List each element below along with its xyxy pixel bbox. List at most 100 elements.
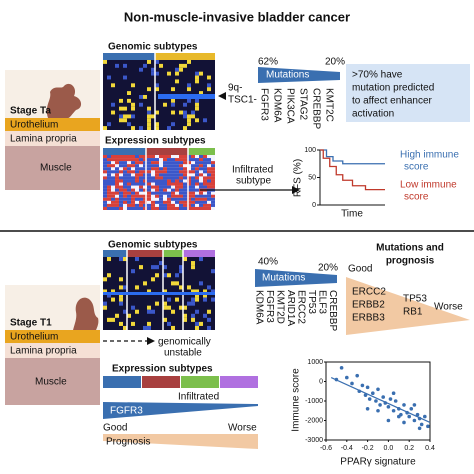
- heatmap-cell: [207, 185, 211, 189]
- heatmap-cell: [147, 289, 151, 294]
- gene: KMT2C: [323, 88, 334, 122]
- heatmap-cell: [183, 188, 187, 192]
- heatmap-cell: [123, 309, 127, 314]
- mutation-bar: [258, 67, 340, 83]
- point: [374, 399, 378, 403]
- heatmap-cell: [179, 265, 183, 270]
- heatmap-cell: [183, 158, 187, 162]
- heatmap-cell: [155, 301, 159, 306]
- heatmap-cell: [167, 176, 171, 180]
- prognosis-wedge: [346, 277, 470, 335]
- heatmap-cell: [139, 170, 143, 174]
- heatmap-cell: [107, 191, 111, 195]
- heatmap-cell: [131, 203, 135, 207]
- heatmap-cell: [179, 305, 183, 310]
- heatmap-cell: [155, 206, 159, 210]
- heatmap-cell: [167, 126, 171, 130]
- heatmap-cell: [151, 191, 155, 195]
- heatmap-cell: [139, 265, 143, 270]
- heatmap-cell: [207, 170, 211, 174]
- heatmap-cell: [199, 91, 203, 95]
- heatmap-cell: [175, 161, 179, 165]
- heatmap-cell: [131, 83, 135, 88]
- heatmap-cell: [191, 197, 195, 201]
- heatmap-cell: [203, 182, 207, 186]
- heatmap-cell: [167, 155, 171, 159]
- heatmap-cell: [119, 293, 123, 298]
- heatmap-cell: [159, 155, 163, 159]
- y-tick-label: 50: [308, 174, 316, 181]
- note-box: [346, 64, 470, 122]
- heatmap-cell: [127, 155, 131, 159]
- heatmap-cell: [123, 164, 127, 168]
- heatmap-cell: [123, 114, 127, 119]
- heatmap-cell: [167, 170, 171, 174]
- heatmap-cell: [195, 173, 199, 177]
- heatmap-cell: [143, 167, 147, 171]
- heatmap-cell: [151, 155, 155, 159]
- heatmap-cell: [127, 164, 131, 168]
- heatmap-cell: [175, 173, 179, 177]
- heatmap-cell: [123, 185, 127, 189]
- heatmap-cell: [179, 164, 183, 168]
- heatmap-cell: [203, 155, 207, 159]
- heatmap-cell: [155, 188, 159, 192]
- legend-label: High immune: [400, 150, 459, 161]
- x-axis-label: Time: [341, 209, 363, 220]
- layer-label: Muscle: [40, 163, 72, 174]
- heatmap-cell: [131, 206, 135, 210]
- point: [365, 385, 370, 390]
- heatmap-cell: [147, 197, 151, 201]
- heatmap-cell: [135, 257, 139, 262]
- heatmap-cell: [179, 269, 183, 274]
- heatmap-cell: [127, 122, 131, 127]
- heatmap-cell: [115, 182, 119, 186]
- heatmap-cell: [207, 173, 211, 177]
- subtype: [103, 376, 141, 388]
- heatmap-cell: [195, 75, 199, 80]
- heatmap-cell: [115, 313, 119, 318]
- heatmap-cell: [163, 191, 167, 195]
- heatmap-cell: [191, 297, 195, 302]
- heatmap-cell: [107, 257, 111, 262]
- heatmap-cell: [179, 67, 183, 72]
- heatmap-cell: [199, 185, 203, 189]
- point: [419, 422, 424, 427]
- heatmap-cell: [191, 176, 195, 180]
- heatmap-cell: [123, 173, 127, 177]
- heatmap-cell: [143, 95, 147, 99]
- heatmap-cell: [147, 170, 151, 174]
- heatmap-cell: [103, 197, 107, 201]
- heatmap-cell: [183, 182, 187, 186]
- heatmap-cell: [119, 257, 123, 262]
- heatmap-cell: [191, 194, 195, 198]
- heatmap-cell: [171, 87, 175, 92]
- good-label: Good: [103, 423, 127, 434]
- heatmap-cell: [163, 317, 167, 322]
- fgfr3-label: FGFR3: [110, 406, 143, 417]
- heatmap-cell: [119, 321, 123, 326]
- legend-label: Low immune: [400, 180, 457, 191]
- heatmap-cell: [127, 185, 131, 189]
- heatmap-cell: [207, 317, 211, 322]
- x-tick-label: 0.2: [404, 445, 414, 452]
- heatmap-cell: [171, 164, 175, 168]
- unstable-label: unstable: [164, 348, 202, 359]
- heatmap-cell: [179, 167, 183, 171]
- heatmap-cell: [123, 106, 127, 111]
- heatmap-cell: [127, 188, 131, 192]
- heatmap-cell: [115, 191, 119, 195]
- heatmap-cell: [195, 158, 199, 162]
- heatmap-cell: [195, 325, 199, 330]
- heatmap-cell: [147, 325, 151, 330]
- heatmap-cell: [123, 197, 127, 201]
- heatmap-cell: [203, 185, 207, 189]
- genomic-heatmap: [103, 53, 215, 130]
- point: [426, 424, 430, 429]
- heatmap-cell: [207, 179, 211, 183]
- heatmap-cell: [207, 161, 211, 165]
- heatmap-cell: [211, 173, 215, 177]
- heatmap-cell: [107, 155, 111, 159]
- heatmap-cell: [183, 317, 187, 322]
- heatmap-cell: [155, 71, 159, 76]
